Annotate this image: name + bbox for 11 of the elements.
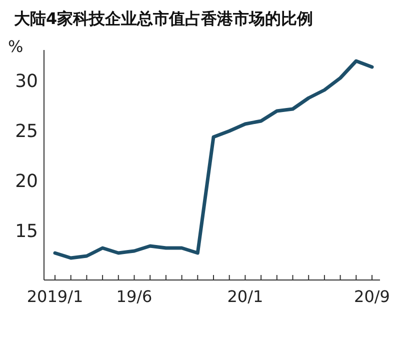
x-tick-label: 19/6 (116, 287, 152, 306)
y-tick-label: 25 (15, 121, 38, 142)
chart-title: 大陆4家科技企业总市值占香港市场的比例 (14, 9, 314, 28)
y-tick-label: 30 (15, 71, 38, 92)
x-tick-label: 2019/1 (26, 287, 84, 306)
x-tick-label: 20/9 (354, 287, 390, 306)
x-tick-label: 20/1 (227, 287, 264, 306)
y-axis-title: % (8, 37, 24, 56)
y-tick-label: 15 (15, 221, 38, 242)
line-series (53, 59, 374, 260)
y-tick-label: 20 (15, 171, 38, 192)
